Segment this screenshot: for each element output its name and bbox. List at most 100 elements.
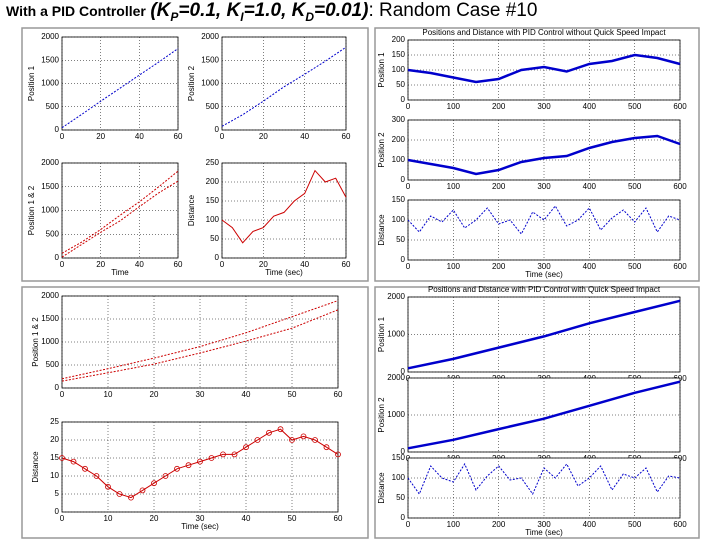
y-tick-label: 200: [392, 35, 406, 44]
y-axis-label: Position 2: [377, 397, 386, 433]
x-axis-label: Time (sec): [525, 528, 563, 537]
data-point: [70, 458, 77, 465]
y-tick-label: 1000: [41, 206, 59, 215]
data-point: [254, 437, 261, 443]
y-tick-label: 1500: [41, 55, 59, 64]
y-tick-label: 2000: [41, 291, 59, 300]
series-line: [407, 462, 681, 496]
header-tail: : Random Case #10: [368, 0, 538, 21]
series-line: [61, 300, 339, 380]
x-tick-label: 20: [259, 260, 268, 269]
data-point: [82, 465, 88, 472]
data-point: [105, 483, 111, 490]
x-tick-label: 40: [135, 260, 144, 269]
x-tick-label: 50: [288, 514, 297, 523]
series-line: [61, 309, 339, 382]
series-line: [221, 169, 347, 244]
x-tick-label: 300: [537, 262, 551, 271]
y-tick-label: 100: [392, 65, 406, 74]
x-axis-label: Time: [111, 268, 129, 277]
x-tick-label: 500: [628, 182, 642, 191]
y-axis-label: Distance: [187, 194, 196, 226]
x-tick-label: 0: [220, 260, 225, 269]
y-tick-label: 50: [396, 80, 405, 89]
formula-text: =0.1, K: [178, 0, 241, 21]
y-tick-label: 1000: [387, 410, 405, 419]
y-tick-label: 100: [392, 155, 406, 164]
formula-text: =0.01): [314, 0, 369, 21]
data-point: [277, 426, 284, 433]
y-tick-label: 1000: [201, 79, 219, 88]
x-tick-label: 0: [60, 390, 65, 399]
x-tick-label: 0: [406, 520, 411, 529]
y-axis-label: Position 1: [27, 65, 36, 101]
data-point: [289, 437, 295, 443]
y-tick-label: 2000: [201, 32, 219, 41]
x-tick-label: 60: [342, 132, 351, 141]
data-point: [59, 455, 65, 461]
y-tick-label: 1500: [41, 182, 59, 191]
y-tick-label: 0: [401, 175, 406, 184]
y-tick-label: 50: [396, 235, 405, 244]
x-tick-label: 200: [492, 262, 506, 271]
x-tick-label: 60: [174, 260, 183, 269]
y-tick-label: 300: [392, 115, 406, 124]
y-tick-label: 0: [401, 447, 406, 456]
x-tick-label: 0: [406, 182, 411, 191]
y-tick-label: 0: [401, 255, 406, 264]
formula-subscript: P: [170, 9, 179, 24]
y-tick-label: 150: [392, 453, 406, 462]
y-tick-label: 100: [206, 215, 220, 224]
y-tick-label: 15: [50, 453, 59, 462]
y-tick-label: 50: [210, 234, 219, 243]
x-tick-label: 400: [583, 520, 597, 529]
y-tick-label: 200: [206, 177, 220, 186]
data-point: [220, 451, 226, 458]
series-line: [407, 299, 681, 370]
y-tick-label: 500: [46, 102, 60, 111]
x-tick-label: 500: [628, 102, 642, 111]
y-tick-label: 50: [396, 493, 405, 502]
y-axis-label: Position 2: [187, 65, 196, 101]
x-tick-label: 30: [196, 390, 205, 399]
x-tick-label: 0: [60, 260, 65, 269]
formula-subscript: D: [305, 9, 315, 24]
x-tick-label: 400: [583, 102, 597, 111]
x-tick-label: 10: [104, 390, 113, 399]
y-tick-label: 20: [50, 435, 59, 444]
x-tick-label: 100: [447, 182, 461, 191]
y-tick-label: 150: [392, 50, 406, 59]
y-tick-label: 10: [50, 471, 59, 480]
x-tick-label: 20: [96, 260, 105, 269]
header: With a PID Controller (KP=0.1, KI=1.0, K…: [6, 0, 537, 24]
y-tick-label: 0: [401, 367, 406, 376]
data-point: [266, 429, 272, 436]
formula-subscript: I: [240, 9, 244, 24]
y-tick-label: 0: [55, 507, 60, 516]
y-tick-label: 25: [50, 417, 59, 426]
x-tick-label: 0: [60, 514, 65, 523]
y-tick-label: 0: [55, 253, 60, 262]
x-tick-label: 600: [673, 182, 687, 191]
x-tick-label: 100: [447, 102, 461, 111]
header-formula: (KP=0.1, KI=1.0, KD=0.01): [150, 0, 369, 24]
data-point: [300, 433, 307, 440]
y-axis-label: Distance: [31, 451, 40, 483]
x-tick-label: 100: [447, 262, 461, 271]
data-point: [93, 473, 100, 479]
y-tick-label: 2000: [387, 292, 405, 301]
x-tick-label: 200: [492, 520, 506, 529]
x-tick-label: 400: [583, 262, 597, 271]
data-point: [335, 451, 341, 458]
data-point: [323, 444, 330, 451]
y-tick-label: 0: [401, 95, 406, 104]
series-line: [221, 46, 347, 127]
series-line: [407, 380, 681, 450]
x-tick-label: 40: [242, 390, 251, 399]
formula-text: =1.0, K: [243, 0, 306, 21]
y-tick-label: 150: [392, 195, 406, 204]
data-point: [312, 437, 318, 443]
series-line: [61, 48, 179, 129]
data-point: [116, 491, 123, 497]
